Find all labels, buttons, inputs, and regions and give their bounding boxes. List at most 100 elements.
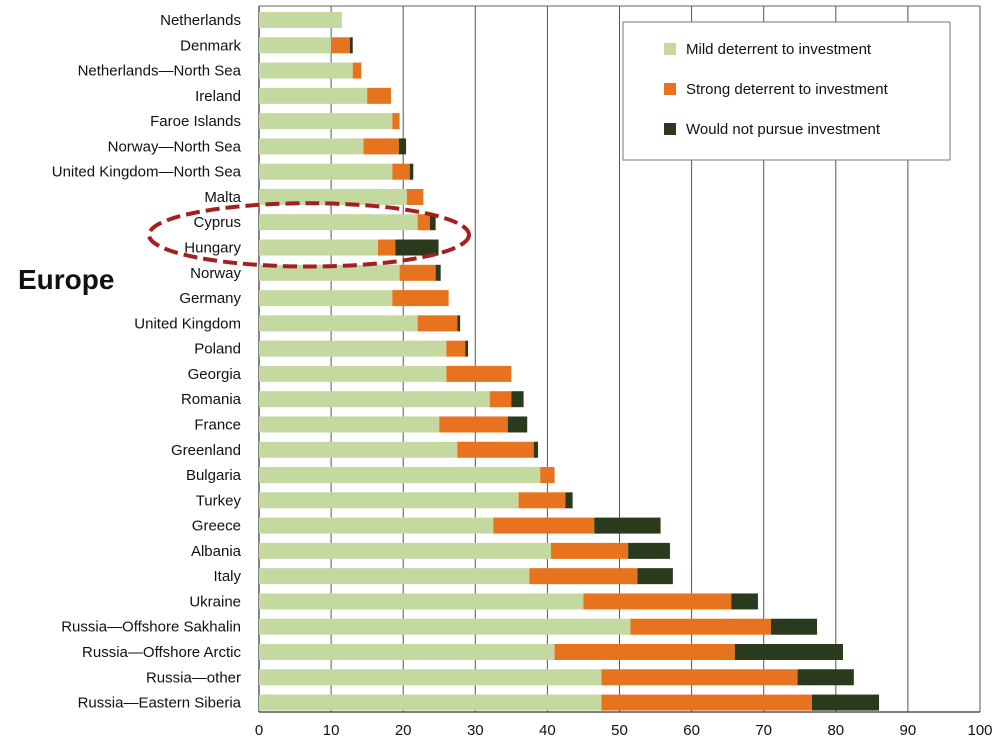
bar-russia-other-series-0: [259, 669, 602, 686]
category-label-romania: Romania: [181, 391, 242, 408]
bar-italy-series-0: [259, 568, 530, 585]
bar-united-kingdom-series-0: [259, 315, 418, 332]
bar-italy-series-2: [637, 568, 673, 585]
bar-turkey-series-0: [259, 492, 519, 509]
legend-label-0: Mild deterrent to investment: [686, 41, 872, 58]
bar-malta-series-1: [406, 188, 424, 205]
highlight-ellipse: [147, 201, 471, 269]
bar-norway-series-2: [435, 264, 441, 281]
bar-russia-eastern-siberia-series-1: [601, 694, 813, 711]
x-tick-label: 40: [539, 722, 556, 739]
bar-france-series-2: [507, 416, 528, 433]
bar-faroe-islands-series-0: [259, 113, 393, 130]
bar-georgia-series-0: [259, 365, 447, 382]
bar-russia-offshore-sakhalin-series-1: [630, 618, 771, 635]
legend-box: [622, 21, 951, 161]
bar-turkey-series-2: [565, 492, 573, 509]
bar-norway-series-0: [259, 264, 400, 281]
bar-united-kingdom-series-2: [457, 315, 461, 332]
bar-greenland-series-1: [457, 441, 534, 458]
bar-albania-series-1: [551, 542, 629, 559]
category-label-united-kingdom-north-sea: United Kingdom—North Sea: [52, 164, 242, 181]
x-tick-label: 100: [967, 722, 992, 739]
bar-georgia-series-1: [446, 365, 512, 382]
bar-cyprus-series-2: [429, 214, 436, 231]
bar-norway-north-sea-series-0: [259, 138, 364, 155]
category-label-russia-offshore-sakhalin: Russia—Offshore Sakhalin: [61, 619, 241, 636]
bar-france-series-1: [439, 416, 508, 433]
bars: [259, 12, 880, 711]
category-label-russia-other: Russia—other: [146, 669, 241, 686]
bar-italy-series-1: [529, 568, 638, 585]
bar-greece-series-2: [594, 517, 661, 534]
category-label-netherlands: Netherlands: [160, 12, 241, 29]
bar-ireland-series-1: [367, 87, 391, 104]
bar-denmark-series-2: [349, 37, 353, 54]
bar-romania-series-1: [489, 391, 512, 408]
x-tick-label: 0: [255, 722, 263, 739]
legend-swatch-2: [664, 123, 676, 135]
bar-hungary-series-1: [377, 239, 396, 256]
bar-greenland-series-2: [533, 441, 539, 458]
category-label-faroe-islands: Faroe Islands: [150, 113, 241, 130]
category-label-germany: Germany: [179, 290, 241, 307]
category-label-ukraine: Ukraine: [189, 593, 241, 610]
bar-norway-north-sea-series-1: [363, 138, 399, 155]
x-tick-label: 90: [900, 722, 917, 739]
bar-netherlands-north-sea-series-1: [352, 62, 362, 79]
legend-swatch-1: [664, 83, 676, 95]
x-tick-label: 60: [683, 722, 700, 739]
bar-bulgaria-series-1: [540, 467, 555, 484]
x-tick-label: 50: [611, 722, 628, 739]
bar-france-series-0: [259, 416, 440, 433]
legend-label-2: Would not pursue investment: [686, 121, 881, 138]
bar-united-kingdom-north-sea-series-0: [259, 163, 393, 180]
bar-norway-series-1: [399, 264, 436, 281]
x-tick-label: 70: [755, 722, 772, 739]
bar-ukraine-series-1: [583, 593, 732, 610]
bar-germany-series-1: [392, 290, 449, 307]
bar-poland-series-2: [465, 340, 469, 357]
bar-russia-offshore-arctic-series-2: [734, 644, 844, 660]
bar-russia-offshore-sakhalin-series-2: [770, 618, 818, 635]
bar-hungary-series-2: [395, 239, 439, 256]
bar-ukraine-series-0: [259, 593, 584, 610]
bar-russia-other-series-2: [797, 669, 854, 686]
category-label-france: France: [194, 416, 241, 433]
legend-label-1: Strong deterrent to investment: [686, 81, 889, 98]
category-label-italy: Italy: [213, 568, 241, 585]
category-label-albania: Albania: [191, 543, 242, 560]
category-label-hungary: Hungary: [184, 240, 241, 257]
bar-netherlands-north-sea-series-0: [259, 62, 353, 79]
bar-greece-series-0: [259, 517, 494, 534]
bar-greece-series-1: [493, 517, 595, 534]
bar-germany-series-0: [259, 290, 393, 307]
category-labels: Netherlands Denmark Netherlands—North Sea I…: [52, 12, 242, 712]
bar-albania-series-0: [259, 542, 552, 559]
bar-denmark-series-0: [259, 37, 332, 54]
x-axis-ticks: 0 10 20 30 40 50 60 70 80 90 100: [255, 722, 993, 739]
bar-russia-eastern-siberia-series-0: [259, 694, 602, 711]
bar-romania-series-0: [259, 391, 490, 408]
bar-faroe-islands-series-1: [392, 113, 400, 130]
bar-cyprus-series-0: [259, 214, 418, 231]
category-label-russia-offshore-arctic: Russia—Offshore Arctic: [82, 644, 241, 661]
bar-russia-offshore-sakhalin-series-0: [259, 618, 631, 635]
bar-poland-series-0: [259, 340, 447, 357]
bar-denmark-series-1: [331, 37, 350, 54]
bar-turkey-series-1: [518, 492, 566, 509]
annotations: Europe: [18, 201, 471, 295]
x-tick-label: 80: [827, 722, 844, 739]
category-label-turkey: Turkey: [196, 492, 242, 509]
bar-ireland-series-0: [259, 87, 368, 104]
category-label-cyprus: Cyprus: [193, 214, 241, 231]
category-label-malta: Malta: [204, 189, 241, 206]
category-label-netherlands-north-sea: Netherlands—North Sea: [78, 63, 242, 80]
bar-malta-series-0: [259, 188, 407, 205]
x-tick-label: 30: [467, 722, 484, 739]
bar-ukraine-series-2: [731, 593, 758, 610]
x-tick-label: 10: [323, 722, 340, 739]
legend-swatch-0: [664, 43, 676, 55]
legend: Mild deterrent to investment Strong deter…: [622, 21, 951, 161]
